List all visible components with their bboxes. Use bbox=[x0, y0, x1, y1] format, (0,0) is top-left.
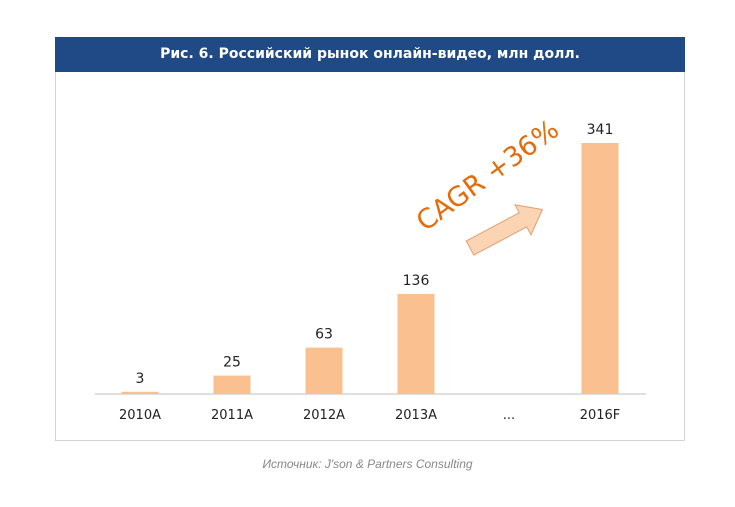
data-label: 63 bbox=[315, 327, 333, 343]
data-label: 3 bbox=[136, 371, 145, 387]
chart-title: Рис. 6. Российский рынок онлайн-видео, м… bbox=[55, 37, 685, 72]
bar bbox=[213, 375, 251, 394]
bar bbox=[305, 347, 343, 394]
data-label: 341 bbox=[587, 122, 614, 138]
x-tick-label: 2010A bbox=[119, 408, 161, 423]
bar bbox=[121, 391, 159, 394]
data-label: 25 bbox=[223, 355, 241, 371]
x-tick-label: ... bbox=[503, 408, 515, 423]
cagr-arrow bbox=[465, 204, 544, 256]
x-tick-label: 2012A bbox=[303, 408, 345, 423]
bar bbox=[581, 143, 619, 394]
bar bbox=[397, 293, 435, 394]
cagr-annotation: CAGR +36% bbox=[411, 114, 565, 238]
x-tick-label: 2013A bbox=[395, 408, 437, 423]
x-tick-label: 2011A bbox=[211, 408, 253, 423]
data-label: 136 bbox=[403, 273, 430, 289]
source-note: Источник: J'son & Partners Consulting bbox=[262, 457, 473, 471]
x-tick-label: 2016F bbox=[580, 408, 621, 423]
